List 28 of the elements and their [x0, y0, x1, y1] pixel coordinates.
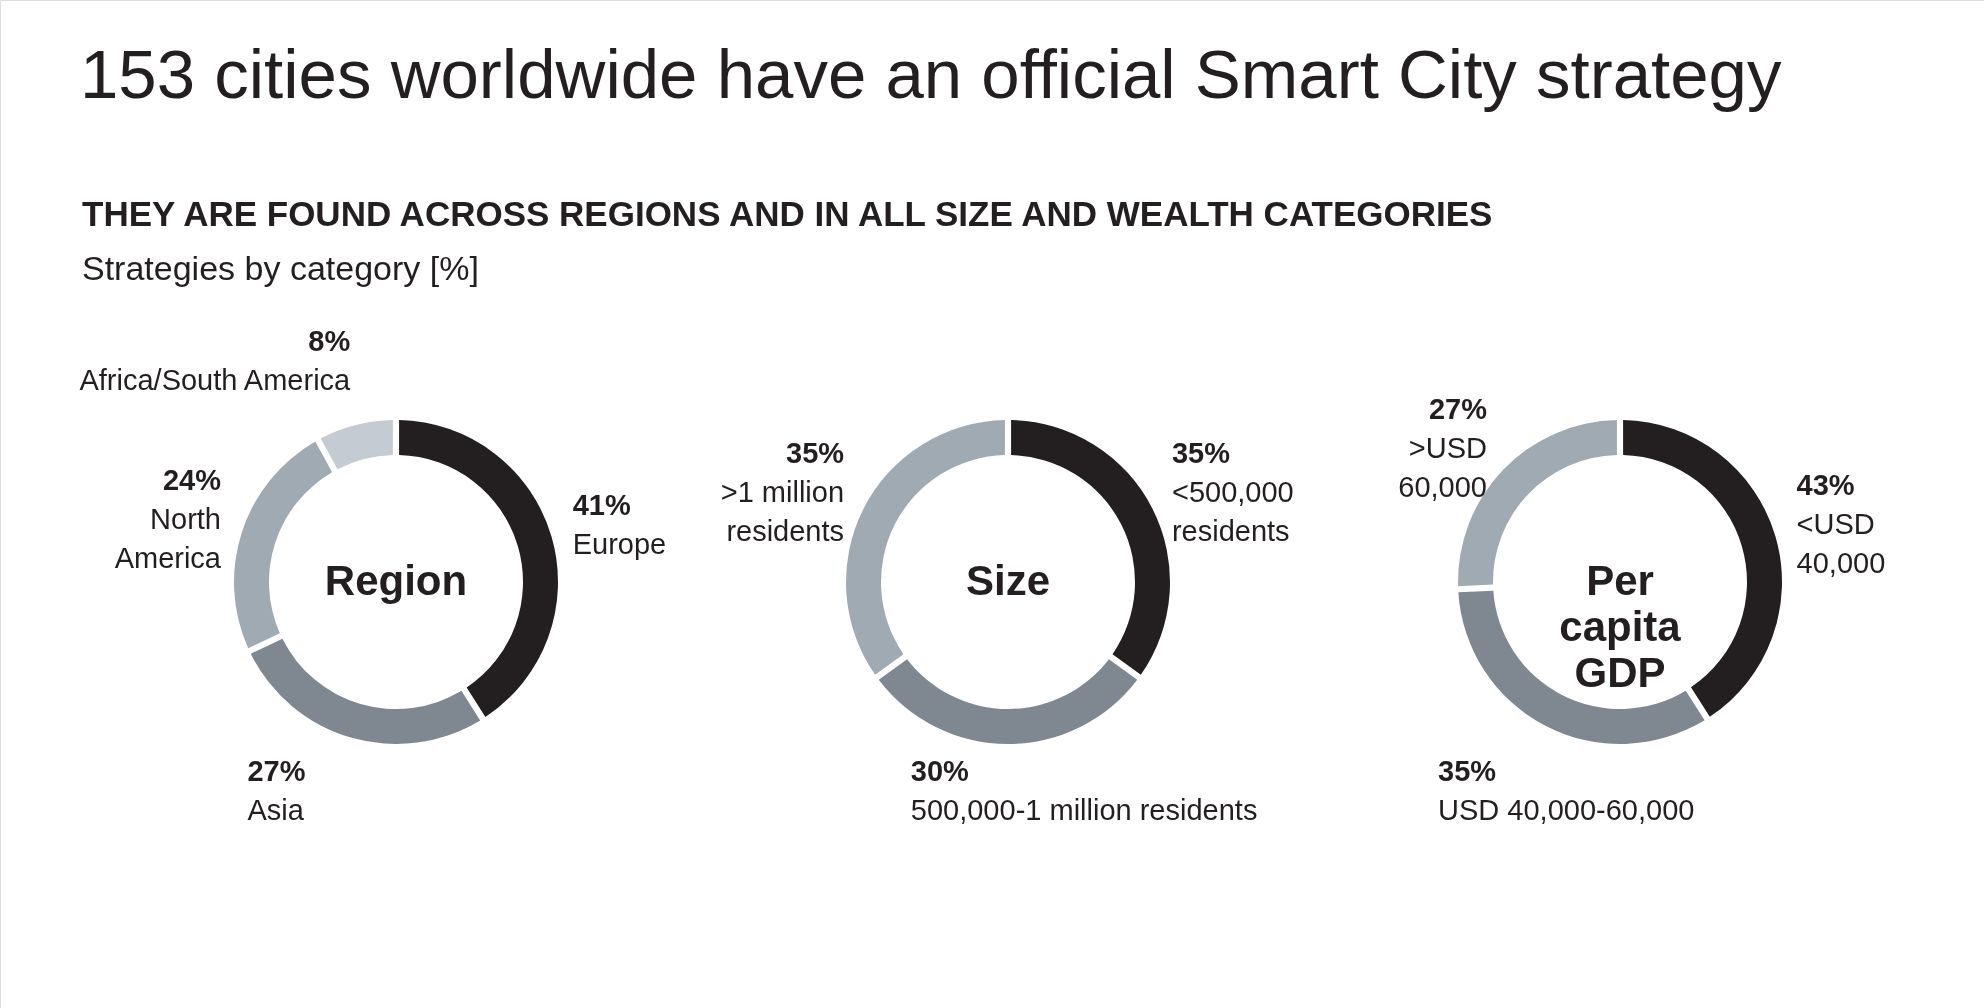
data-label: 24%: [162, 463, 222, 496]
text: 153 cities worldwide have an official Smart City strategy: [80, 36, 1782, 113]
slice-label: USD 40,000-60,000: [1438, 794, 1695, 826]
slice-label: <500,000 residents: [1171, 475, 1294, 547]
slice-label: Asia: [247, 794, 305, 826]
data-label: 35%: [1171, 436, 1231, 469]
data-label: 8%: [308, 325, 351, 357]
data-label: 35%: [1438, 755, 1497, 787]
text: THEY ARE FOUND ACROSS REGIONS AND IN ALL SIZE AND WEALTH CATEGORIES: [82, 194, 1493, 233]
text: Region: [324, 557, 468, 604]
data-label: 43%: [1796, 468, 1855, 501]
donut-slice: [250, 638, 481, 744]
slice-label: North America: [114, 502, 222, 574]
text: Size: [965, 557, 1051, 604]
slice-label: <USD 40,000: [1796, 507, 1886, 579]
data-label: 30%: [910, 755, 970, 787]
slice-label: >1 million residents: [720, 475, 845, 547]
slice-label: Africa/South America: [79, 364, 352, 396]
slice-label: 500,000-1 million residents: [910, 794, 1258, 826]
slice-label: Europe: [572, 527, 667, 560]
data-label: 27%: [1428, 393, 1488, 426]
text: Strategies by category [%]: [82, 249, 479, 287]
data-label: 27%: [247, 755, 306, 787]
donut-slice: [878, 659, 1138, 744]
data-label: 35%: [786, 436, 845, 469]
text: Per capita GDP: [1559, 557, 1682, 696]
slice-label: >USD 60,000: [1398, 432, 1488, 504]
data-label: 41%: [572, 488, 631, 521]
